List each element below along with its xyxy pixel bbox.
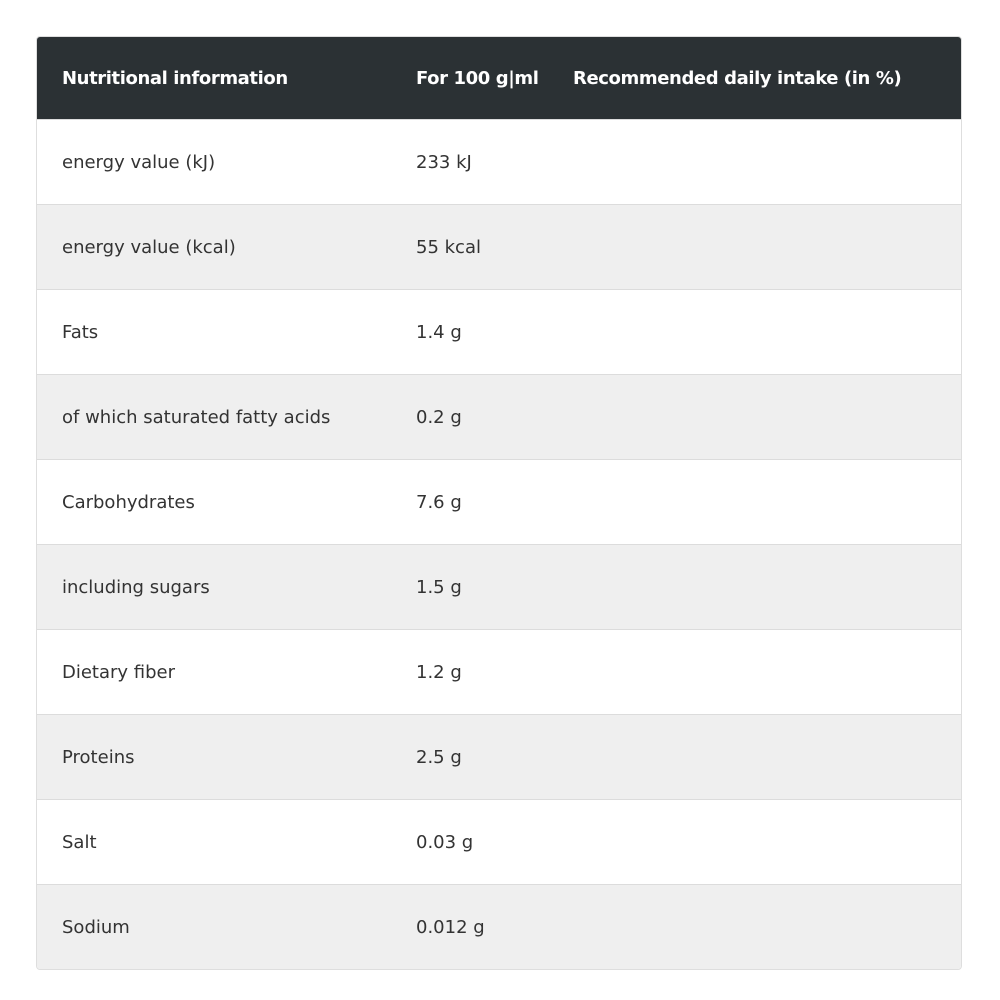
nutrient-value: 1.4 g [416, 321, 462, 343]
nutrient-name: of which saturated fatty acids [62, 406, 331, 428]
header-recommended-daily-intake: Recommended daily intake (in %) [573, 67, 902, 89]
nutrient-name: energy value (kJ) [62, 151, 216, 173]
header-nutritional-information: Nutritional information [62, 67, 288, 89]
nutrient-value: 1.5 g [416, 576, 462, 598]
nutrient-value: 0.2 g [416, 406, 462, 428]
nutrient-name: Carbohydrates [62, 491, 195, 513]
table-header-row: Nutritional information For 100 g|ml Rec… [37, 37, 961, 119]
nutrition-table: Nutritional information For 100 g|ml Rec… [36, 36, 962, 970]
nutrient-name: Salt [62, 831, 97, 853]
nutrient-value: 233 kJ [416, 151, 472, 173]
nutrient-name: Sodium [62, 916, 130, 938]
table-row: of which saturated fatty acids 0.2 g [37, 374, 961, 459]
table-row: including sugars 1.5 g [37, 544, 961, 629]
header-per-100: For 100 g|ml [416, 67, 539, 89]
table-row: Proteins 2.5 g [37, 714, 961, 799]
nutrient-value: 2.5 g [416, 746, 462, 768]
nutrient-value: 7.6 g [416, 491, 462, 513]
table-row: Sodium 0.012 g [37, 884, 961, 969]
nutrient-name: Fats [62, 321, 99, 343]
nutrient-value: 0.03 g [416, 831, 474, 853]
table-row: Fats 1.4 g [37, 289, 961, 374]
nutrient-value: 0.012 g [416, 916, 485, 938]
nutrient-name: including sugars [62, 576, 210, 598]
nutrient-value: 55 kcal [416, 236, 481, 258]
table-row: Dietary fiber 1.2 g [37, 629, 961, 714]
nutrient-name: energy value (kcal) [62, 236, 236, 258]
nutrient-name: Proteins [62, 746, 135, 768]
nutrient-name: Dietary fiber [62, 661, 176, 683]
table-row: Carbohydrates 7.6 g [37, 459, 961, 544]
table-body: energy value (kJ) 233 kJ energy value (k… [37, 119, 961, 969]
table-row: Salt 0.03 g [37, 799, 961, 884]
nutrient-value: 1.2 g [416, 661, 462, 683]
table-row: energy value (kcal) 55 kcal [37, 204, 961, 289]
table-row: energy value (kJ) 233 kJ [37, 119, 961, 204]
